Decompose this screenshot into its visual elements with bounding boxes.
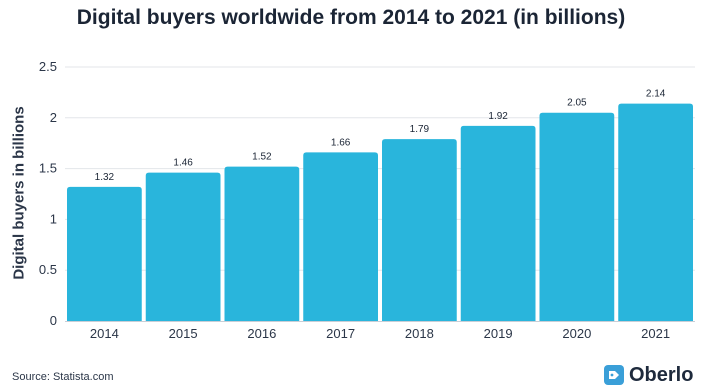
bars: [67, 103, 693, 322]
x-axis-ticks: 2014 2015 2016 2017 2018 2019 2020 2021: [90, 326, 670, 341]
y-tick-label: 1.5: [39, 161, 57, 176]
y-tick-label: 2.5: [39, 59, 57, 74]
bar: [67, 186, 142, 321]
data-label: 1.52: [252, 152, 272, 163]
x-tick-label: 2021: [641, 326, 670, 341]
bar: [145, 172, 221, 321]
y-axis-ticks: 0 0.5 1 1.5 2 2.5: [39, 59, 57, 328]
chart-title: Digital buyers worldwide from 2014 to 20…: [76, 6, 626, 29]
data-label: 1.66: [331, 137, 351, 148]
tag-icon-shape: [609, 371, 619, 379]
y-tick-label: 1: [50, 211, 57, 226]
oberlo-logo: Oberlo: [604, 362, 693, 388]
tag-icon: [604, 365, 624, 385]
y-tick-label: 0: [50, 313, 57, 328]
brand-name: Oberlo: [629, 363, 694, 386]
x-tick-label: 2017: [326, 326, 355, 341]
y-tick-label: 0.5: [39, 262, 57, 277]
x-tick-label: 2018: [405, 326, 434, 341]
bar: [382, 139, 457, 321]
data-label: 1.46: [173, 158, 193, 169]
x-tick-label: 2014: [90, 326, 119, 341]
x-tick-label: 2016: [247, 326, 276, 341]
bar: [303, 152, 378, 321]
data-labels: 1.32 1.46 1.52 1.66 1.79 1.92 2.05 2.14: [95, 89, 666, 183]
bar: [460, 125, 536, 321]
tag-icon-hole: [610, 373, 614, 377]
x-tick-label: 2015: [169, 326, 198, 341]
data-label: 2.14: [646, 89, 666, 100]
data-label: 1.79: [410, 124, 430, 135]
source-note: Source: Statista.com: [12, 371, 114, 383]
data-label: 1.92: [488, 111, 508, 122]
x-tick-label: 2019: [484, 326, 513, 341]
bar: [618, 103, 693, 322]
data-label: 2.05: [567, 98, 587, 109]
bar: [224, 166, 300, 321]
y-tick-label: 2: [50, 110, 57, 125]
data-label: 1.32: [95, 172, 115, 183]
bar: [539, 112, 615, 321]
x-tick-label: 2020: [562, 326, 591, 341]
